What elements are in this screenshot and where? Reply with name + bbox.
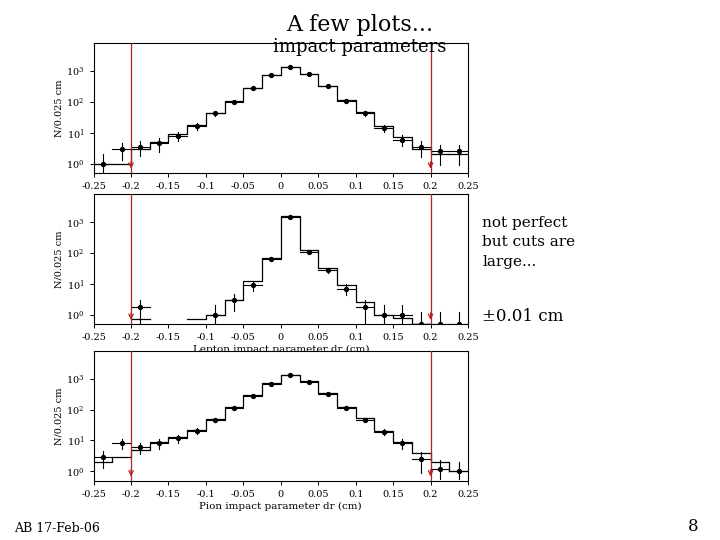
Text: impact parameters: impact parameters (274, 38, 446, 56)
Y-axis label: N/0.025 cm: N/0.025 cm (55, 79, 63, 137)
Text: ±0.01 cm: ±0.01 cm (482, 308, 564, 325)
X-axis label: Lepton impact parameter dr (cm): Lepton impact parameter dr (cm) (192, 345, 369, 354)
Text: 8: 8 (688, 518, 698, 535)
X-axis label: Pion impact parameter dr (cm): Pion impact parameter dr (cm) (199, 502, 362, 510)
X-axis label: K impact parameter dr (cm): K impact parameter dr (cm) (207, 194, 354, 202)
Y-axis label: N/0.025 cm: N/0.025 cm (55, 387, 63, 444)
Text: not perfect
but cuts are
large...: not perfect but cuts are large... (482, 216, 575, 269)
Text: A few plots...: A few plots... (287, 14, 433, 36)
Y-axis label: N/0.025 cm: N/0.025 cm (55, 231, 63, 288)
Text: AB 17-Feb-06: AB 17-Feb-06 (14, 522, 100, 535)
